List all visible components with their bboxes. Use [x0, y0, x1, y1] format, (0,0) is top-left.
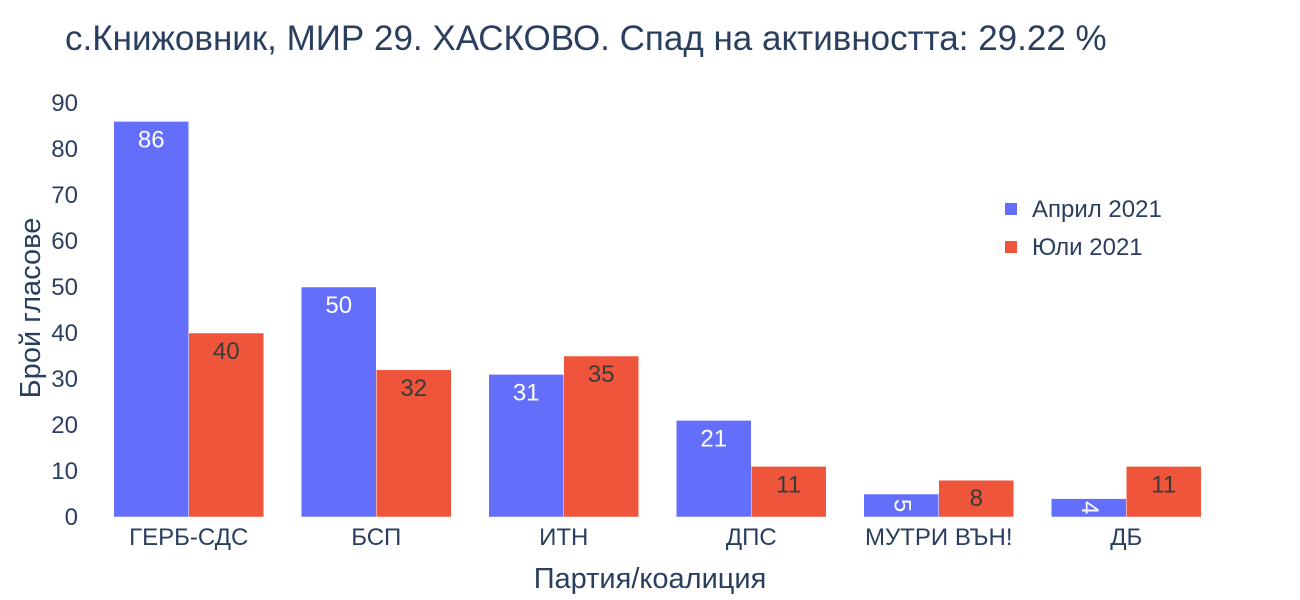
x-axis-ticks: ГЕРБ-СДС БСП ИТН ДПС МУТРИ ВЪН! ДБ	[129, 524, 1142, 551]
legend-label: Юли 2021	[1032, 234, 1143, 261]
y-tick-label: 90	[51, 90, 78, 117]
bar-value-label: 8	[970, 485, 983, 512]
bar-value-label: 4	[1076, 501, 1103, 514]
bar-value-label: 40	[213, 338, 240, 365]
y-tick-label: 80	[51, 136, 78, 163]
x-tick-label: ДПС	[726, 524, 777, 551]
y-axis-ticks: 0 10 20 30 40 50 60 70 80 90	[51, 90, 78, 531]
bar-value-label: 32	[400, 375, 427, 402]
bar	[376, 369, 452, 518]
bar	[188, 332, 264, 518]
bar-value-label: 11	[776, 471, 801, 498]
y-axis-title: Брой гласове	[15, 218, 47, 399]
x-axis-title: Партия/коалиция	[534, 563, 767, 595]
x-tick-label: ГЕРБ-СДС	[129, 524, 248, 551]
y-tick-label: 40	[51, 320, 78, 347]
bar-value-label: 86	[138, 126, 165, 153]
bar	[1126, 466, 1202, 518]
y-tick-label: 20	[51, 412, 78, 439]
y-tick-label: 30	[51, 366, 78, 393]
bar	[563, 355, 639, 518]
x-tick-label: МУТРИ ВЪН!	[865, 524, 1012, 551]
legend-swatch	[1005, 203, 1017, 215]
bar	[488, 374, 564, 518]
bar-value-label: 35	[588, 361, 615, 388]
y-tick-label: 10	[51, 458, 78, 485]
x-tick-label: ИТН	[539, 524, 588, 551]
y-tick-label: 60	[51, 228, 78, 255]
chart-title: с.Книжовник, МИР 29. ХАСКОВО. Спад на ак…	[65, 19, 1107, 58]
bar-value-label: 5	[888, 499, 915, 512]
bar-value-label: 11	[1151, 471, 1176, 498]
bar	[751, 466, 827, 518]
bar-value-label: 21	[700, 425, 727, 452]
y-tick-label: 50	[51, 274, 78, 301]
bar-value-label: 31	[513, 379, 540, 406]
x-tick-label: БСП	[351, 524, 401, 551]
bar	[301, 286, 377, 518]
bar	[938, 479, 1014, 518]
bar	[113, 121, 189, 518]
legend-swatch	[1005, 241, 1017, 253]
y-tick-label: 0	[65, 504, 78, 531]
bars: 86 40 50 32 31 35 21 11 5 8 4 11	[113, 121, 1202, 518]
x-tick-label: ДБ	[1110, 524, 1142, 551]
bar-value-label: 50	[325, 292, 352, 319]
legend-label: Април 2021	[1032, 196, 1162, 223]
bar	[676, 420, 752, 518]
legend: Април 2021 Юли 2021	[1005, 196, 1162, 261]
y-tick-label: 70	[51, 182, 78, 209]
